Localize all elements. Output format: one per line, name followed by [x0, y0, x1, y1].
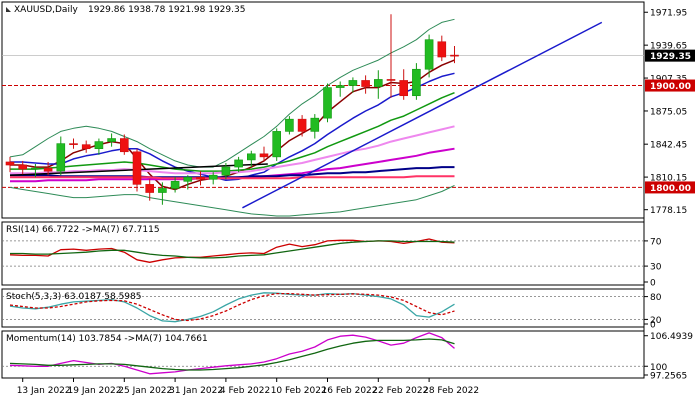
candle-body[interactable] — [310, 117, 320, 132]
trendline-1 — [242, 21, 603, 209]
x-tick-label: 16 Feb 2022 — [322, 386, 378, 396]
candle-body[interactable] — [183, 176, 193, 182]
x-tick-label: 10 Feb 2022 — [271, 386, 327, 396]
x-tick-label: 25 Jan 2022 — [118, 386, 172, 396]
candle-body[interactable] — [450, 54, 459, 57]
rsi-series-line-2 — [10, 240, 455, 259]
candle-body[interactable] — [170, 181, 180, 189]
candle-body[interactable] — [234, 159, 243, 168]
candle-body[interactable] — [94, 141, 104, 150]
candle-body[interactable] — [297, 118, 307, 132]
candle-body[interactable] — [81, 144, 91, 150]
candle-body[interactable] — [69, 143, 78, 145]
candle-body[interactable] — [259, 153, 269, 158]
chart-ohlc-readout: 1929.86 1938.78 1921.98 1929.35 — [88, 5, 245, 15]
rsi-tick-label: 70 — [650, 237, 662, 247]
candle-body[interactable] — [373, 79, 383, 87]
mom-series-line-2 — [9, 338, 455, 371]
candle-body[interactable] — [158, 188, 167, 193]
x-tick-label: 19 Jan 2022 — [68, 386, 122, 396]
panel-price-frame — [1, 1, 645, 219]
chart-symbol-label: XAUUSD,Daily — [14, 5, 78, 15]
candle-body[interactable] — [208, 174, 218, 180]
stoch-tick-label: 80 — [650, 293, 662, 303]
candle-body[interactable] — [56, 143, 66, 172]
level-label-box — [645, 181, 695, 194]
mom-tick-label: 100 — [650, 363, 667, 373]
x-tick-label: 28 Feb 2022 — [423, 386, 479, 396]
candle-body[interactable] — [221, 166, 231, 176]
stoch-series-line-1 — [9, 292, 455, 323]
momentum-header-label: Momentum(14) 103.7854 ->MA(7) 104.7661 — [6, 334, 208, 344]
level-label-box — [645, 79, 695, 92]
candle-body[interactable] — [399, 80, 409, 97]
price-tick-label: 1875.05 — [650, 107, 687, 117]
moving-average-line-7 — [10, 175, 455, 180]
candle-body[interactable] — [335, 85, 345, 88]
bollinger-upper-line — [9, 18, 455, 168]
current-price-label-box — [645, 49, 695, 62]
candle-body[interactable] — [412, 68, 421, 97]
rsi-tick-label: 0 — [650, 279, 656, 289]
price-tick-label: 1842.45 — [650, 141, 687, 151]
moving-average-line-2 — [10, 72, 455, 182]
price-tick-label: 1778.15 — [650, 206, 687, 216]
price-tick-label: 1971.95 — [650, 9, 687, 19]
stoch-tick-label: 20 — [650, 316, 662, 326]
x-tick-label: 4 Feb 2022 — [220, 386, 270, 396]
candle-body[interactable] — [361, 80, 370, 87]
price-tick-label: 1810.15 — [650, 174, 687, 184]
candle-body[interactable] — [107, 138, 116, 142]
candle-body[interactable] — [18, 164, 28, 170]
candle-body[interactable] — [437, 41, 447, 58]
candle-body[interactable] — [132, 151, 142, 185]
candle-body[interactable] — [5, 161, 15, 166]
price-tick-label: 1939.65 — [650, 42, 687, 52]
candle-body[interactable] — [272, 131, 282, 158]
panel-mom-frame — [1, 330, 645, 379]
candle-body[interactable] — [424, 39, 434, 70]
candle-body[interactable] — [285, 118, 294, 132]
candle-body[interactable] — [323, 87, 332, 119]
stoch-tick-label: 0 — [650, 321, 656, 331]
current-price-label-text: 1929.35 — [650, 52, 691, 62]
candle-body[interactable] — [145, 184, 154, 193]
x-tick-label: 31 Jan 2022 — [169, 386, 223, 396]
x-tick-label: 13 Jan 2022 — [17, 386, 71, 396]
level-label-text: 1800.00 — [650, 184, 691, 194]
rsi-tick-label: 30 — [650, 263, 662, 273]
rsi-header-label: RSI(14) 66.7722 ->MA(7) 67.7115 — [6, 225, 160, 235]
moving-average-line-4 — [10, 125, 455, 175]
panel-rsi-frame — [1, 221, 645, 286]
moving-average-line-3 — [10, 92, 455, 172]
stoch-header-label: Stoch(5,3,3) 63.0187 58.5985 — [6, 292, 141, 302]
level-label-text: 1900.00 — [650, 82, 691, 92]
candle-body[interactable] — [386, 79, 396, 81]
mom-tick-label: 106.4939 — [650, 332, 693, 342]
candle-body[interactable] — [43, 167, 53, 172]
candle-body[interactable] — [348, 80, 358, 86]
bollinger-lower-line — [9, 184, 455, 217]
collapse-triangle-icon[interactable] — [6, 7, 11, 12]
candle-body[interactable] — [247, 153, 256, 161]
candle-body[interactable] — [120, 138, 129, 153]
candle-body[interactable] — [196, 176, 205, 180]
candle-body[interactable] — [31, 167, 40, 170]
x-tick-label: 22 Feb 2022 — [372, 386, 428, 396]
mom-tick-label: 97.2565 — [650, 372, 687, 382]
mom-series-line-1 — [9, 332, 455, 375]
